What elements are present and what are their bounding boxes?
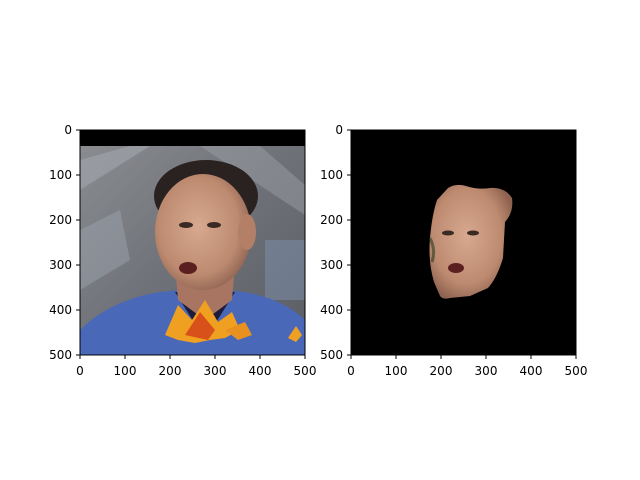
leaf-cluster xyxy=(165,300,302,343)
right-panel: 0 100 200 300 400 500 0 100 200 300 400 … xyxy=(320,123,587,378)
face-photo-with-leaves xyxy=(80,130,305,355)
left-x-axis: 0 100 200 300 400 500 xyxy=(76,355,316,378)
right-y-tick-label: 100 xyxy=(320,168,343,182)
right-y-axis: 0 100 200 300 400 500 xyxy=(320,123,351,362)
left-y-axis: 0 100 200 300 400 500 xyxy=(49,123,80,362)
segmented-face-mask xyxy=(351,130,576,355)
left-y-tick-label: 100 xyxy=(49,168,72,182)
right-y-tick-label: 200 xyxy=(320,213,343,227)
left-x-tick-label: 0 xyxy=(76,364,84,378)
right-axes-frame xyxy=(350,129,577,356)
left-x-tick-label: 500 xyxy=(294,364,317,378)
left-y-tick-label: 300 xyxy=(49,258,72,272)
left-axes-frame xyxy=(79,129,306,356)
right-y-tick-label: 300 xyxy=(320,258,343,272)
right-y-tick-label: 0 xyxy=(335,123,343,137)
right-y-tick-label: 500 xyxy=(320,348,343,362)
right-x-tick-label: 0 xyxy=(347,364,355,378)
left-x-tick-label: 300 xyxy=(204,364,227,378)
left-y-tick-label: 400 xyxy=(49,303,72,317)
left-panel: 0 100 200 300 400 500 0 100 200 300 400 … xyxy=(49,123,316,378)
right-x-axis: 0 100 200 300 400 500 xyxy=(347,355,587,378)
left-y-tick-label: 200 xyxy=(49,213,72,227)
left-x-tick-label: 400 xyxy=(249,364,272,378)
left-x-tick-label: 100 xyxy=(114,364,137,378)
left-y-tick-label: 0 xyxy=(64,123,72,137)
right-x-tick-label: 200 xyxy=(430,364,453,378)
right-x-tick-label: 500 xyxy=(565,364,588,378)
right-x-tick-label: 300 xyxy=(475,364,498,378)
right-x-tick-label: 400 xyxy=(520,364,543,378)
left-x-tick-label: 200 xyxy=(159,364,182,378)
left-y-tick-label: 500 xyxy=(49,348,72,362)
right-x-tick-label: 100 xyxy=(385,364,408,378)
right-y-tick-label: 400 xyxy=(320,303,343,317)
